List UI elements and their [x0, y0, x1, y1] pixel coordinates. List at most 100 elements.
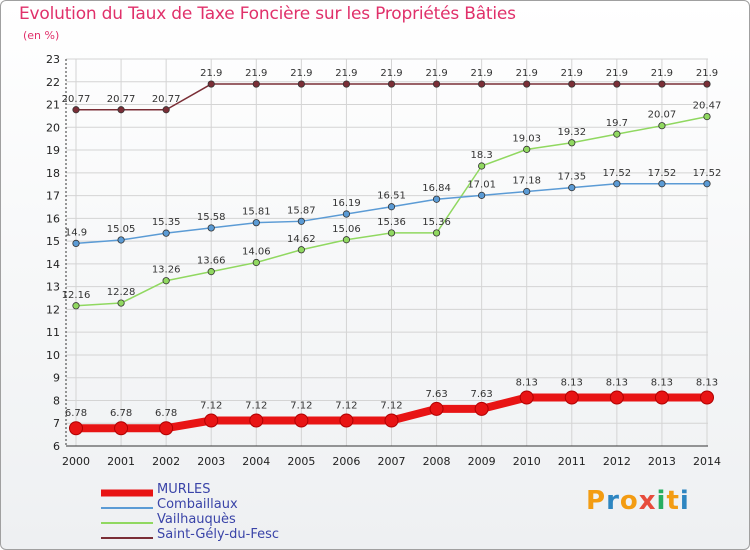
legend-item-murles: MURLES: [101, 482, 361, 500]
data-point: [432, 195, 441, 203]
data-label: 15.35: [152, 217, 181, 228]
data-labels: 20.77 20.77 20.77 21.9 21.9 21.9 21.9 21.9 21.9 2…: [62, 68, 722, 419]
data-label: 8.13: [606, 378, 628, 389]
data-label: 6.78: [155, 408, 177, 419]
data-label: 12.28: [107, 287, 136, 298]
data-label: 20.77: [62, 94, 91, 105]
data-label: 17.52: [693, 168, 722, 179]
data-point: [69, 421, 83, 436]
data-label: 20.77: [107, 94, 136, 105]
data-label: 21.9: [696, 68, 718, 79]
data-point: [429, 401, 444, 416]
data-label: 16.84: [422, 183, 451, 194]
x-tick-label: 2000: [62, 455, 90, 468]
grid: [66, 58, 708, 447]
data-point: [613, 80, 621, 88]
y-tick-label: 19: [46, 144, 60, 157]
data-label: 6.78: [65, 408, 87, 419]
data-point: [523, 80, 531, 88]
data-label: 21.9: [606, 68, 628, 79]
data-point: [658, 122, 666, 130]
y-tick-label: 9: [53, 372, 60, 385]
data-point: [654, 390, 669, 405]
data-point: [252, 258, 260, 267]
y-tick-label: 21: [46, 99, 60, 112]
data-label: 7.12: [380, 401, 402, 412]
data-point: [204, 413, 219, 428]
legend-swatch-combaillaux: [101, 507, 153, 509]
data-point: [519, 390, 534, 405]
data-point: [162, 277, 170, 285]
data-label: 21.9: [245, 68, 267, 79]
data-label: 21.9: [425, 68, 447, 79]
legend-swatch-vailhauques: [101, 522, 153, 524]
data-label: 7.12: [290, 401, 312, 412]
data-label: 21.9: [380, 68, 402, 79]
data-point: [207, 268, 215, 276]
data-label: 13.26: [152, 265, 181, 276]
y-tick-label: 11: [46, 326, 60, 339]
axes: 6 7 8 9 10 11 12 13 14 15 16 17 18 19 20 21 22 23 2000 2001…: [46, 53, 721, 468]
data-point: [339, 413, 354, 428]
x-tick-label: 2001: [107, 455, 135, 468]
data-point: [249, 413, 264, 428]
y-tick-label: 6: [53, 440, 60, 453]
data-label: 16.51: [377, 191, 406, 202]
legend-item-saint-gely-du-fesc: Saint-Gély-du-Fesc: [101, 527, 361, 545]
data-point: [609, 390, 624, 405]
data-label: 20.47: [693, 101, 722, 112]
data-label: 15.06: [332, 224, 361, 235]
data-point: [658, 80, 666, 88]
data-point: [114, 421, 129, 436]
data-point: [162, 229, 170, 237]
data-point: [342, 210, 351, 218]
logo-letter: i: [656, 486, 667, 516]
data-point: [342, 236, 351, 244]
data-label: 17.18: [512, 175, 541, 186]
data-point: [523, 187, 531, 196]
data-label: 16.19: [332, 198, 361, 209]
data-point: [568, 80, 576, 88]
x-tick-label: 2006: [332, 455, 360, 468]
data-label: 8.13: [561, 378, 583, 389]
data-label: 14.62: [287, 234, 316, 245]
legend-label: Combaillaux: [157, 497, 238, 512]
proxiti-logo: Proxiti: [586, 486, 690, 516]
data-label: 21.9: [335, 68, 357, 79]
data-label: 15.81: [242, 207, 271, 218]
logo-letter: o: [619, 486, 639, 516]
data-label: 8.13: [696, 378, 718, 389]
x-tick-label: 2013: [648, 455, 676, 468]
chart-title: Evolution du Taux de Taxe Foncière sur l…: [19, 4, 516, 24]
x-tick-label: 2009: [468, 455, 496, 468]
logo-letter: r: [606, 486, 620, 516]
data-label: 21.9: [516, 68, 538, 79]
logo-letter: t: [666, 486, 680, 516]
data-point: [162, 106, 170, 114]
data-point: [387, 229, 396, 237]
y-tick-label: 20: [46, 121, 60, 134]
x-tick-label: 2002: [152, 455, 180, 468]
data-label: 17.01: [467, 179, 496, 190]
data-point: [478, 191, 486, 199]
logo-letter: P: [586, 486, 607, 516]
legend: MURLES Combaillaux Vailhauquès Saint-Gél…: [101, 482, 361, 545]
data-label: 13.66: [197, 256, 226, 267]
data-label: 18.3: [471, 150, 493, 161]
x-tick-label: 2010: [513, 455, 541, 468]
data-point: [117, 106, 125, 114]
x-tick-label: 2014: [693, 455, 721, 468]
y-tick-label: 16: [46, 212, 60, 225]
x-tick-label: 2007: [378, 455, 406, 468]
data-point: [568, 184, 576, 192]
data-label: 14.9: [65, 227, 87, 238]
data-point: [294, 413, 309, 428]
data-point: [387, 203, 396, 211]
data-label: 17.52: [648, 168, 677, 179]
x-tick-label: 2012: [603, 455, 631, 468]
data-point: [432, 229, 441, 237]
data-label: 6.78: [110, 408, 132, 419]
data-point: [117, 236, 125, 244]
data-label: 19.32: [557, 127, 586, 138]
data-label: 19.03: [512, 133, 541, 144]
